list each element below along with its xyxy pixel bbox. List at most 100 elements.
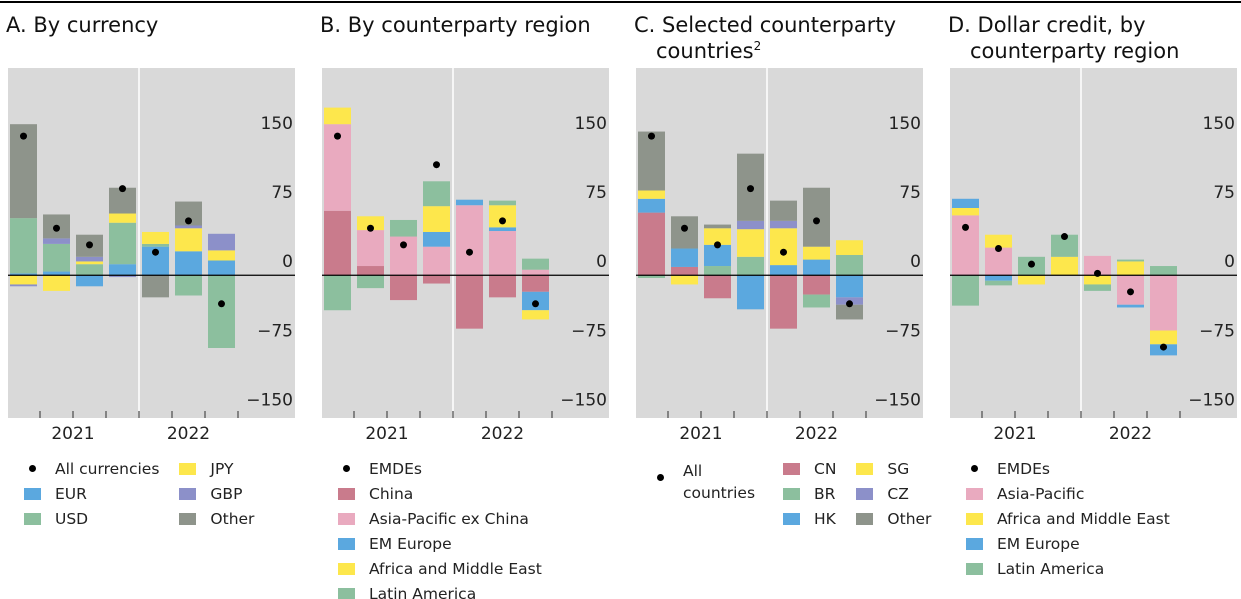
legend-item: Africa and Middle East [966, 506, 1170, 531]
x-group-label: 2021 [51, 424, 94, 444]
point [433, 161, 440, 169]
point [185, 217, 192, 225]
bar-segment [522, 258, 549, 270]
legend-swatch [783, 462, 800, 475]
bar-segment [76, 264, 103, 276]
x-group-label: 2021 [365, 424, 408, 444]
bar-segment [423, 275, 450, 284]
legend-swatch [783, 512, 800, 525]
bar-segment [423, 206, 450, 232]
legend-swatch [338, 487, 355, 500]
legend-swatch [856, 487, 874, 500]
legend-label: EUR [55, 484, 87, 503]
bar-segment [43, 271, 70, 276]
bar-segment [1117, 261, 1144, 276]
legend-swatch [966, 537, 983, 550]
bar-segment [1150, 330, 1177, 345]
legend-dot [657, 474, 664, 481]
bar-segment [390, 275, 417, 301]
point [1028, 260, 1035, 268]
bar-segment [423, 181, 450, 207]
bar-segment [985, 247, 1012, 276]
point [466, 248, 473, 256]
bar-segment [1018, 275, 1045, 285]
bar-segment [109, 213, 136, 223]
chart-title: D. Dollar credit, by counterparty region [948, 12, 1240, 64]
legend-swatch [179, 462, 197, 475]
bar-segment [10, 275, 37, 285]
chart-title: B. By counterparty region [320, 12, 612, 38]
legend-swatch [856, 512, 874, 525]
bar-segment [142, 231, 169, 244]
legend-swatch [24, 487, 41, 500]
legend-swatch [966, 512, 983, 525]
point [962, 223, 969, 231]
legend-item: EM Europe [338, 531, 542, 556]
legend-label: All currencies [55, 459, 160, 478]
legend-item: China [338, 481, 542, 506]
bar-segment [638, 275, 665, 278]
y-tick-label: 150 [575, 114, 607, 134]
point [995, 245, 1002, 253]
bar-segment [952, 198, 979, 208]
bar-segment [671, 216, 698, 249]
point [648, 132, 655, 140]
bar-segment [208, 233, 235, 251]
bar-segment [175, 275, 202, 296]
point [532, 300, 539, 308]
bar-segment [1117, 304, 1144, 308]
bar-segment [803, 275, 830, 295]
y-tick-label: −150 [1188, 390, 1235, 410]
bar-segment [489, 205, 516, 228]
bar-segment [175, 225, 202, 229]
y-tick-label: 0 [910, 252, 921, 272]
bar-segment [952, 208, 979, 216]
bar-segment [704, 275, 731, 299]
legend-label: JPY [210, 459, 234, 478]
legend-item: Asia-Pacific ex China [338, 506, 542, 531]
bar-segment [10, 273, 37, 276]
bar-segment [142, 275, 169, 298]
legend-swatch [856, 462, 874, 475]
bar-segment [175, 201, 202, 226]
chart-title-text: C. Selected counterparty countries [634, 13, 897, 63]
legend-item: USD [24, 506, 159, 531]
legend-swatch [179, 487, 197, 500]
bar-segment [704, 266, 731, 276]
bar-segment [142, 243, 169, 247]
bar-segment [803, 187, 830, 247]
bar-segment [1117, 259, 1144, 262]
y-tick-label: −75 [1199, 321, 1235, 341]
bar-segment [489, 275, 516, 298]
bar-segment [836, 304, 863, 320]
y-tick-label: −75 [571, 321, 607, 341]
legend-label: China [369, 484, 414, 503]
legend-label: Latin America [369, 584, 477, 599]
legend-item: CZ [856, 481, 931, 506]
bar-segment [1084, 275, 1111, 285]
bar-segment [208, 275, 235, 348]
legend-item: All currencies [24, 456, 159, 481]
legend-label: All countries [683, 462, 756, 502]
legend-label: GBP [210, 484, 243, 503]
legend-label: SG [887, 459, 910, 478]
point [714, 241, 721, 249]
point [846, 300, 853, 308]
legend-swatch [338, 587, 355, 599]
bar-segment [770, 265, 797, 276]
point [780, 248, 787, 256]
bar-segment [770, 228, 797, 266]
legend-label: Africa and Middle East [369, 559, 542, 578]
legend-swatch [24, 512, 41, 525]
legend-label: BR [814, 484, 836, 503]
bar-segment [175, 251, 202, 276]
y-tick-label: 75 [899, 183, 921, 203]
bar-segment [489, 231, 516, 276]
bar-segment [43, 238, 70, 244]
point [1061, 233, 1068, 241]
legend-item: Latin America [338, 581, 542, 599]
point [119, 185, 126, 193]
legend-swatch [966, 487, 983, 500]
legend-label: Asia-Pacific ex China [369, 509, 529, 528]
point [218, 300, 225, 308]
